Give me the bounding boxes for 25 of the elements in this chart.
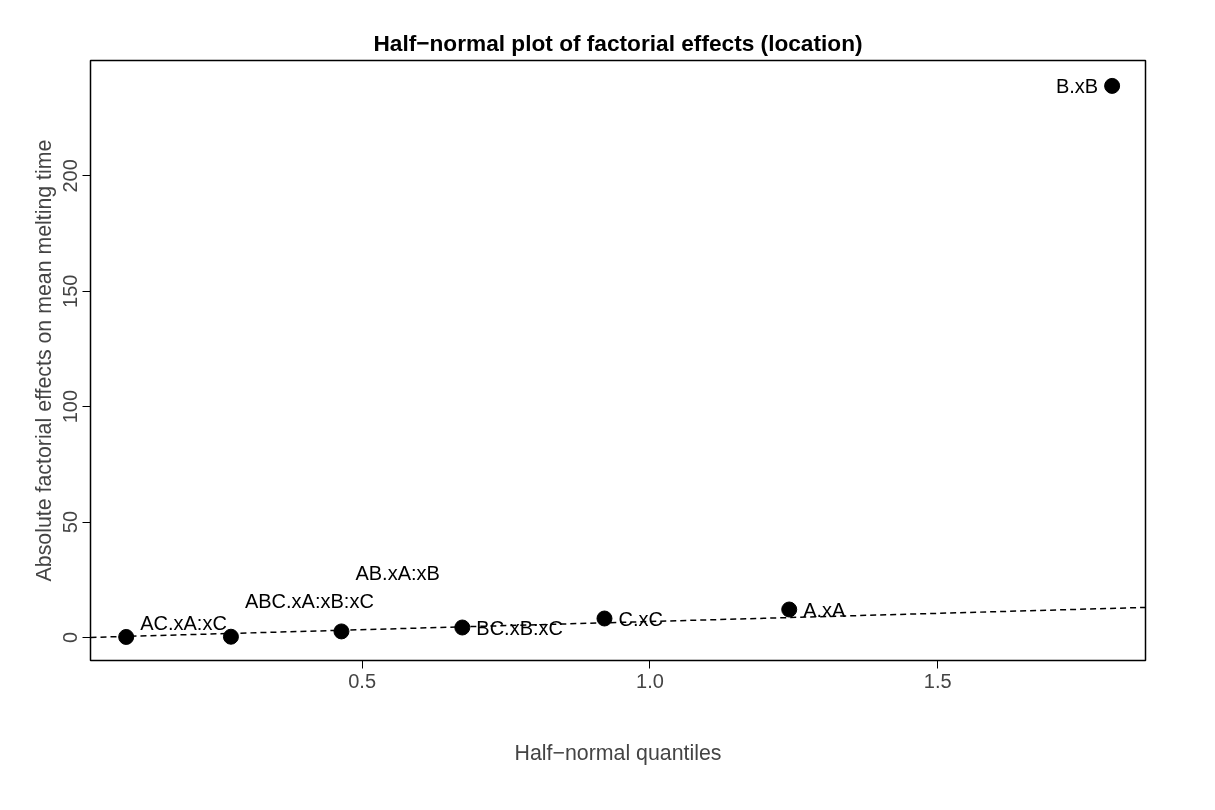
point (781, 601, 798, 618)
data-label: AC.xA:xC (140, 611, 227, 634)
y-axis-title: Absolute factorial effects on mean melting time (31, 139, 56, 582)
x-tick-label: 1.0 (636, 669, 664, 692)
data-label: ABC.xA:xB:xC (244, 589, 374, 612)
x-tick-label: 0.5 (348, 669, 377, 692)
y-tick-label: 50 (59, 510, 82, 534)
point (596, 610, 613, 627)
x-tick-label: 1.5 (923, 669, 952, 692)
point (333, 623, 350, 640)
data-label: BC.xB:xC (476, 616, 563, 639)
point (118, 628, 135, 645)
point (1104, 77, 1121, 94)
point (222, 628, 239, 645)
chart-title: Half−normal plot of factorial effects (location) (373, 29, 863, 56)
data-label: C.xC (618, 607, 663, 630)
x-axis-title: Half−normal quantiles (514, 740, 722, 765)
point (454, 619, 471, 636)
y-tick-label: 0 (59, 631, 82, 643)
y-tick-label: 200 (59, 159, 82, 193)
y-tick-label: 150 (59, 274, 82, 308)
y-tick-label: 100 (59, 389, 82, 424)
data-label: AB.xA:xB (355, 562, 440, 585)
data-label: A.xA (803, 598, 847, 621)
data-label: B.xB (1055, 74, 1099, 97)
